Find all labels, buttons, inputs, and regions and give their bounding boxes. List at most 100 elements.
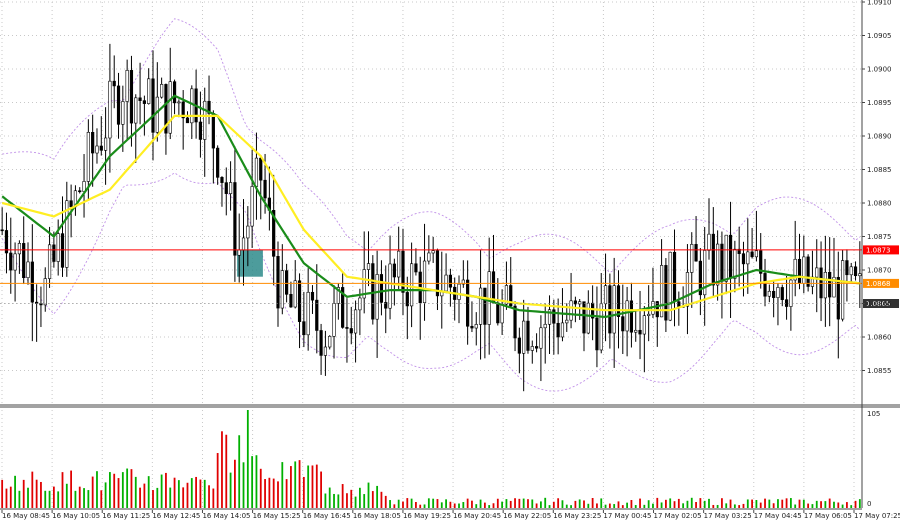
candle-body [565, 319, 569, 324]
signal-zone-box [237, 249, 263, 277]
candle-body [160, 84, 164, 98]
candle-body [522, 320, 526, 354]
candle-body [78, 190, 82, 193]
candle-body [328, 335, 332, 348]
candle-body [858, 273, 862, 277]
grid [0, 1, 862, 508]
x-tick-label: 16 May 16:45 [303, 512, 351, 520]
candle-body [224, 182, 228, 194]
y-tick-label: 1.0865 [867, 300, 892, 308]
moving-average-slow [1, 114, 860, 312]
candle-body [707, 233, 711, 251]
candlesticks [0, 43, 862, 392]
candle-body [815, 267, 819, 278]
candle-body [591, 302, 595, 319]
candle-body [379, 274, 384, 303]
candle-body [642, 315, 646, 335]
candle-body [496, 302, 500, 324]
candle-body [13, 253, 17, 271]
level-badge [863, 278, 899, 288]
candle-body [625, 300, 629, 332]
x-tick-label: 16 May 20:45 [453, 512, 501, 520]
candle-body [780, 287, 784, 300]
candle-body [634, 329, 638, 333]
candle-body [276, 256, 280, 309]
candle-body [9, 252, 13, 271]
candle-body [302, 321, 306, 336]
x-tick-label: 16 May 11:25 [102, 512, 150, 520]
candle-body [569, 300, 573, 321]
candle-body [233, 182, 237, 256]
candle-body [664, 265, 668, 321]
candle-body [466, 279, 470, 327]
candle-body [375, 274, 379, 320]
candle-body [582, 301, 586, 334]
candle-body [250, 186, 254, 227]
candle-body [530, 346, 534, 351]
candle-body [203, 100, 207, 140]
candle-body [595, 317, 599, 351]
candle-body [849, 266, 853, 276]
candle-body [315, 299, 319, 331]
band-upper [2, 18, 861, 273]
candle-body [306, 291, 310, 336]
candle-body [86, 132, 90, 182]
y-tick-label: 1.0885 [867, 166, 892, 174]
candle-body [478, 287, 483, 325]
candle-body [125, 70, 129, 102]
candle-body [410, 263, 414, 307]
candle-body [728, 234, 733, 279]
candle-body [349, 328, 353, 334]
candle-body [659, 265, 664, 318]
candle-body [220, 177, 224, 183]
candle-body [543, 323, 547, 329]
candle-body [168, 81, 172, 134]
candle-body [802, 256, 806, 284]
candle-body [172, 81, 177, 104]
candle-body [435, 250, 440, 297]
candle-body [401, 250, 405, 293]
candle-body [397, 250, 401, 278]
candle-body [142, 100, 146, 104]
x-tick-label: 17 May 07:25 [854, 512, 900, 520]
candle-body [547, 309, 552, 325]
candle-body [129, 70, 134, 124]
candle-body [237, 249, 241, 256]
candle-body [181, 101, 185, 119]
x-tick-label: 16 May 23:25 [553, 512, 601, 520]
candle-body [151, 78, 155, 133]
candle-body [716, 243, 720, 286]
x-tick-label: 16 May 18:05 [353, 512, 401, 520]
candle-body [772, 290, 776, 298]
y-tick-label: 1.0890 [867, 133, 892, 141]
band-lower [1, 172, 861, 392]
candle-body [845, 260, 849, 276]
candle-body [793, 258, 797, 281]
candle-body [629, 300, 634, 333]
x-tick-label: 17 May 06:05 [804, 512, 852, 520]
candle-body [103, 137, 108, 151]
candle-body [4, 230, 9, 254]
candle-body [52, 244, 56, 262]
candle-body [746, 251, 750, 265]
candle-body [750, 251, 754, 258]
x-tick-label: 16 May 15:25 [253, 512, 301, 520]
candle-body [500, 303, 504, 324]
y-tick-label: 1.0905 [867, 32, 892, 40]
candle-body [280, 270, 284, 309]
candle-body [341, 287, 345, 328]
volume-tick-label: 0 [867, 500, 871, 508]
x-tick-label: 16 May 22:05 [503, 512, 551, 520]
candle-body [698, 260, 702, 296]
candle-body [638, 329, 642, 335]
candle-body [246, 225, 250, 239]
y-tick-label: 1.0870 [867, 267, 892, 275]
level-badge [863, 245, 899, 255]
y-tick-label: 1.0910 [867, 0, 892, 7]
highlight-box [237, 249, 263, 277]
candle-body [509, 285, 513, 307]
candle-body [43, 278, 47, 306]
candle-body [91, 132, 95, 154]
candle-body [47, 244, 52, 279]
